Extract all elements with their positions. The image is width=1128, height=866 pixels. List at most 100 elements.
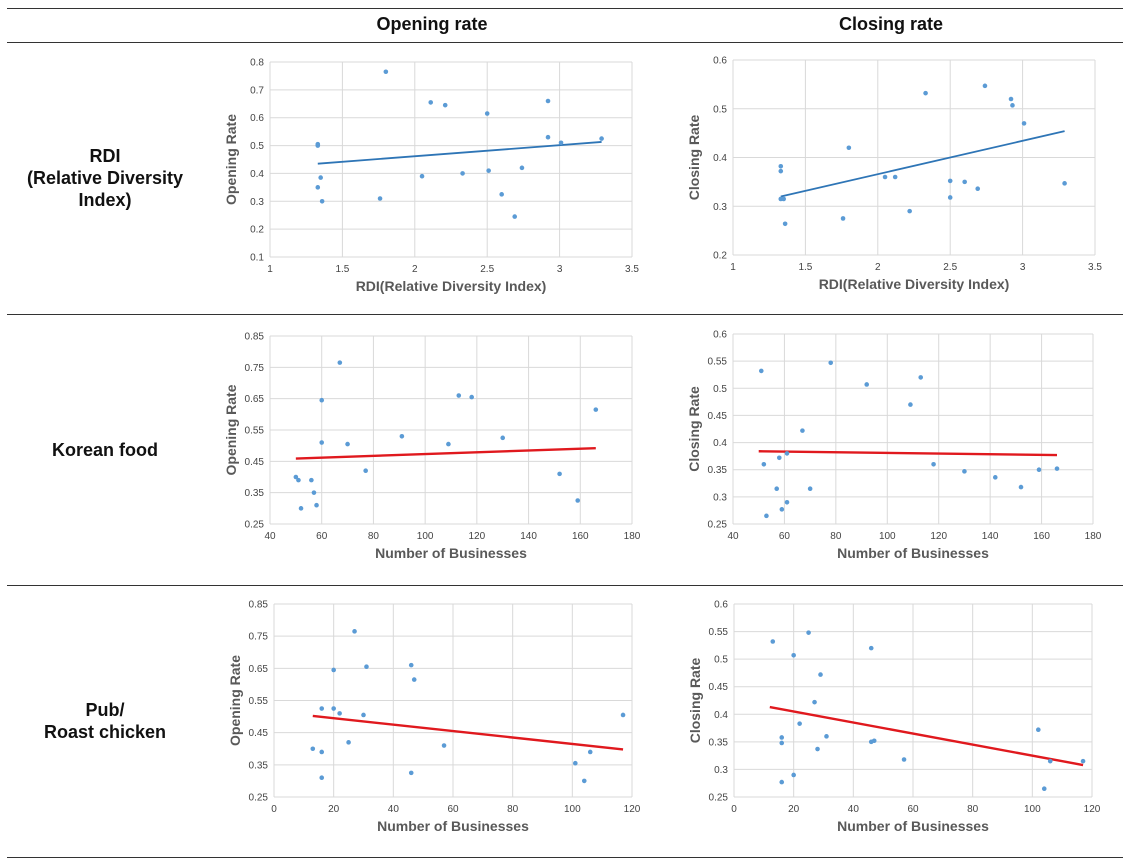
x-axis-title: Number of Businesses [375,545,527,561]
data-point [419,173,425,179]
y-tick-label: 0.5 [713,384,727,395]
data-point [781,196,786,202]
data-point [1008,96,1014,102]
data-point [800,428,805,433]
data-point [992,475,998,480]
x-axis-title: Number of Businesses [837,545,989,561]
data-point [892,174,898,180]
data-point [868,645,874,651]
x-tick-label: 1 [267,264,273,275]
x-axis-title: RDI(Relative Diversity Index) [819,276,1010,292]
data-point [901,757,907,762]
data-point [408,770,414,776]
x-tick-label: 80 [830,531,842,542]
table-bottom-rule [7,857,1123,858]
data-point [298,506,304,511]
data-point [512,214,518,219]
x-tick-label: 160 [1033,531,1050,542]
scatter-chart-rdi-closing: 0.2 0.3 0.4 0.5 0.6 1 1.5 2 2.5 3 3.5 RDI(Relative … [686,56,1102,293]
data-point [1036,467,1042,473]
y-axis-title: Opening Rate [223,114,239,205]
data-point [460,171,465,176]
x-tick-label: 120 [624,804,641,815]
data-point [824,734,829,739]
y-tick-label: 0.5 [713,104,727,115]
scatter-chart-pub-opening: 0.25 0.35 0.45 0.55 0.65 0.75 0.85 0 20 40 60 80 100… [227,600,641,835]
data-point [319,749,325,755]
y-tick-label: 0.6 [250,113,264,124]
y-tick-label: 0.1 [250,253,264,264]
y-tick-label: 0.2 [250,225,264,236]
y-tick-label: 0.85 [249,600,269,611]
data-point [557,471,562,477]
data-point [310,746,316,752]
x-axis-title: Number of Businesses [837,818,989,834]
y-tick-label: 0.85 [245,332,265,343]
data-point [791,652,796,658]
data-point [779,779,785,785]
trendline [312,714,624,751]
data-point [1010,103,1015,108]
y-tick-label: 0.65 [245,394,265,405]
data-point [1018,484,1024,490]
trendline [758,450,1058,457]
scatter-chart-rdi-opening: 0.1 0.2 0.3 0.4 0.5 0.6 0.7 0.8 1 1.5 2 2.5 3 3.5 RDI(… [223,58,639,295]
y-tick-label: 0.4 [713,438,727,449]
x-tick-label: 3 [557,264,563,275]
y-tick-label: 0.25 [709,793,729,804]
x-tick-label: 60 [447,804,459,815]
data-point [779,735,785,740]
x-axis-title: Number of Businesses [377,818,529,834]
data-point [982,83,988,89]
data-point [779,740,785,746]
x-tick-label: 3.5 [625,264,639,275]
data-point [309,477,314,483]
data-point [807,486,813,492]
y-axis-title: Closing Rate [687,658,703,744]
x-tick-label: 100 [417,531,434,542]
data-point [484,111,490,116]
x-tick-label: 2 [875,262,881,273]
x-tick-label: 40 [727,531,739,542]
data-point [442,102,448,108]
data-point [797,721,802,726]
x-tick-label: 140 [520,531,537,542]
data-point [907,208,912,214]
y-tick-label: 0.55 [709,627,729,638]
data-point [806,630,811,635]
data-point [864,382,870,387]
data-point [558,140,564,146]
y-tick-label: 0.45 [245,457,265,468]
data-point [575,498,580,503]
y-tick-label: 0.35 [245,488,265,499]
x-tick-label: 1.5 [798,262,812,273]
y-tick-label: 0.4 [713,153,727,164]
column-header-closing-rate: Closing rate [838,14,944,34]
y-tick-label: 0.8 [250,58,264,69]
data-point [499,192,504,197]
y-tick-label: 0.3 [250,197,264,208]
row-header-line: (Relative Diversity [26,168,184,188]
data-point [962,179,967,185]
row-header-rdi: RDI (Relative Diversity Index) [0,145,210,211]
data-point [1054,466,1060,471]
data-point [314,502,319,508]
data-point [345,441,350,447]
data-point [331,667,336,673]
data-point [408,662,414,668]
x-axis-title: RDI(Relative Diversity Index) [356,278,547,294]
y-tick-label: 0.75 [245,363,265,374]
x-tick-label: 0 [271,804,277,815]
data-point [377,196,383,201]
data-point [778,163,784,169]
trendline [295,446,596,460]
data-point [815,746,820,752]
x-tick-label: 100 [879,531,896,542]
data-point [1047,758,1053,764]
x-tick-label: 1 [730,262,736,273]
y-tick-label: 0.45 [249,728,269,739]
data-point [352,629,357,634]
row-header-line: Pub/ [85,700,125,720]
data-point [1041,786,1047,792]
data-point [361,712,366,718]
